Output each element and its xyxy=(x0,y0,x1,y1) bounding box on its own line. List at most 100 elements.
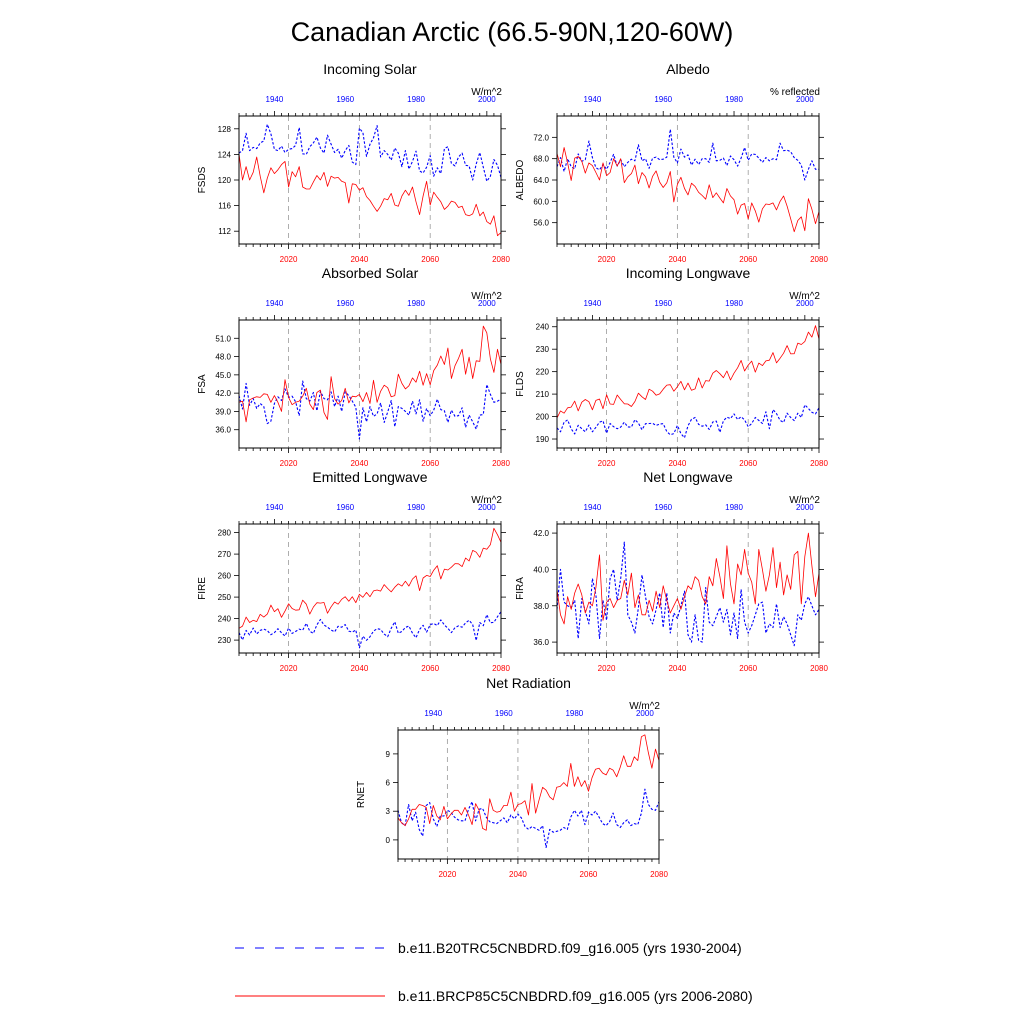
units-label: W/m^2 xyxy=(471,87,502,98)
top-x-tick-label: 1940 xyxy=(266,95,284,104)
units-label: W/m^2 xyxy=(789,495,820,506)
x-tick-label: 2060 xyxy=(739,459,757,468)
plot-frame xyxy=(556,319,820,449)
y-tick-label: 39.0 xyxy=(215,407,231,416)
series-future-line xyxy=(397,734,660,831)
y-tick-label: 112 xyxy=(218,227,231,236)
plot-frame xyxy=(556,523,820,654)
y-tick-label: 0 xyxy=(386,836,391,845)
y-tick-label: 38.0 xyxy=(533,602,549,611)
x-tick-label: 2060 xyxy=(421,664,439,673)
chart-panel: Absorbed Solar W/m^2 FSA 2020 2040 2060 2080 19… xyxy=(197,265,510,468)
x-tick-label: 2040 xyxy=(668,459,686,468)
panel-title: Emitted Longwave xyxy=(312,469,427,485)
series-future-line xyxy=(238,153,502,237)
y-tick-label: 220 xyxy=(536,368,550,377)
y-tick-label: 40.0 xyxy=(533,565,549,574)
y-tick-label: 60.0 xyxy=(533,197,549,206)
legend: b.e11.B20TRC5CNBDRD.f09_g16.005 (yrs 193… xyxy=(235,940,753,1004)
plot-frame xyxy=(238,523,502,654)
y-tick-label: 128 xyxy=(218,125,232,134)
plot-frame xyxy=(238,319,502,449)
y-tick-label: 120 xyxy=(218,176,232,185)
y-tick-label: 250 xyxy=(218,593,232,602)
y-tick-label: 45.0 xyxy=(215,371,231,380)
x-tick-label: 2020 xyxy=(598,255,616,264)
top-x-tick-label: 1960 xyxy=(654,299,672,308)
x-tick-label: 2060 xyxy=(739,664,757,673)
series-historical-line xyxy=(238,611,502,649)
top-x-tick-label: 2000 xyxy=(478,299,496,308)
y-tick-label: 72.0 xyxy=(533,133,549,142)
y-tick-label: 280 xyxy=(218,529,232,538)
series-future-line xyxy=(556,532,820,625)
x-tick-label: 2080 xyxy=(810,459,828,468)
y-tick-label: 116 xyxy=(218,202,231,211)
plot-frame xyxy=(397,729,660,860)
x-tick-label: 2020 xyxy=(598,664,616,673)
chart-panel: Albedo % reflected ALBEDO 2020 2040 2060 2080 1… xyxy=(515,61,828,264)
y-tick-label: 124 xyxy=(218,150,232,159)
panel-title: Absorbed Solar xyxy=(322,265,419,281)
x-tick-label: 2080 xyxy=(650,870,668,879)
top-x-tick-label: 1960 xyxy=(654,503,672,512)
y-tick-label: 36.0 xyxy=(533,638,549,647)
x-tick-label: 2040 xyxy=(509,870,527,879)
top-x-tick-label: 1980 xyxy=(407,95,425,104)
units-label: W/m^2 xyxy=(471,495,502,506)
x-tick-label: 2020 xyxy=(280,255,298,264)
x-tick-label: 2020 xyxy=(438,870,456,879)
y-tick-label: 42.0 xyxy=(215,389,231,398)
top-x-tick-label: 1980 xyxy=(725,503,743,512)
y-tick-label: 270 xyxy=(218,550,232,559)
y-tick-label: 36.0 xyxy=(215,426,231,435)
y-tick-label: 48.0 xyxy=(215,353,231,362)
y-axis-label: FSA xyxy=(197,374,208,394)
x-tick-label: 2060 xyxy=(421,255,439,264)
y-tick-label: 240 xyxy=(536,323,550,332)
series-historical-line xyxy=(397,788,660,849)
x-tick-label: 2080 xyxy=(492,664,510,673)
top-x-tick-label: 1960 xyxy=(336,95,354,104)
x-tick-label: 2040 xyxy=(668,664,686,673)
top-x-tick-label: 1940 xyxy=(266,503,284,512)
y-tick-label: 6 xyxy=(386,779,391,788)
y-tick-label: 3 xyxy=(386,807,391,816)
series-historical-line xyxy=(556,128,819,181)
x-tick-label: 2040 xyxy=(668,255,686,264)
series-future-line xyxy=(556,325,820,419)
top-x-tick-label: 1980 xyxy=(725,299,743,308)
x-tick-label: 2040 xyxy=(350,664,368,673)
series-future-line xyxy=(238,527,502,629)
top-x-tick-label: 2000 xyxy=(478,503,496,512)
x-tick-label: 2020 xyxy=(280,459,298,468)
top-x-tick-label: 1960 xyxy=(495,709,513,718)
x-tick-label: 2060 xyxy=(421,459,439,468)
y-tick-label: 42.0 xyxy=(533,529,549,538)
legend-historical-label: b.e11.B20TRC5CNBDRD.f09_g16.005 (yrs 193… xyxy=(398,940,742,956)
figure-title: Canadian Arctic (66.5-90N,120-60W) xyxy=(291,17,734,47)
y-axis-label: FLDS xyxy=(515,371,526,397)
x-tick-label: 2040 xyxy=(350,255,368,264)
top-x-tick-label: 1980 xyxy=(407,299,425,308)
units-label: % reflected xyxy=(770,87,820,98)
x-tick-label: 2080 xyxy=(810,664,828,673)
top-x-tick-label: 1940 xyxy=(584,299,602,308)
y-tick-label: 51.0 xyxy=(215,334,231,343)
x-tick-label: 2020 xyxy=(598,459,616,468)
x-tick-label: 2080 xyxy=(810,255,828,264)
x-tick-label: 2040 xyxy=(350,459,368,468)
y-tick-label: 230 xyxy=(536,345,550,354)
plot-frame xyxy=(238,115,502,245)
top-x-tick-label: 1960 xyxy=(336,503,354,512)
y-tick-label: 230 xyxy=(218,636,232,645)
units-label: W/m^2 xyxy=(629,701,660,712)
y-axis-label: FIRA xyxy=(515,577,526,600)
top-x-tick-label: 1940 xyxy=(424,709,442,718)
x-tick-label: 2060 xyxy=(580,870,598,879)
top-x-tick-label: 1960 xyxy=(654,95,672,104)
y-tick-label: 240 xyxy=(218,615,232,624)
y-tick-label: 260 xyxy=(218,572,232,581)
top-x-tick-label: 1940 xyxy=(584,95,602,104)
